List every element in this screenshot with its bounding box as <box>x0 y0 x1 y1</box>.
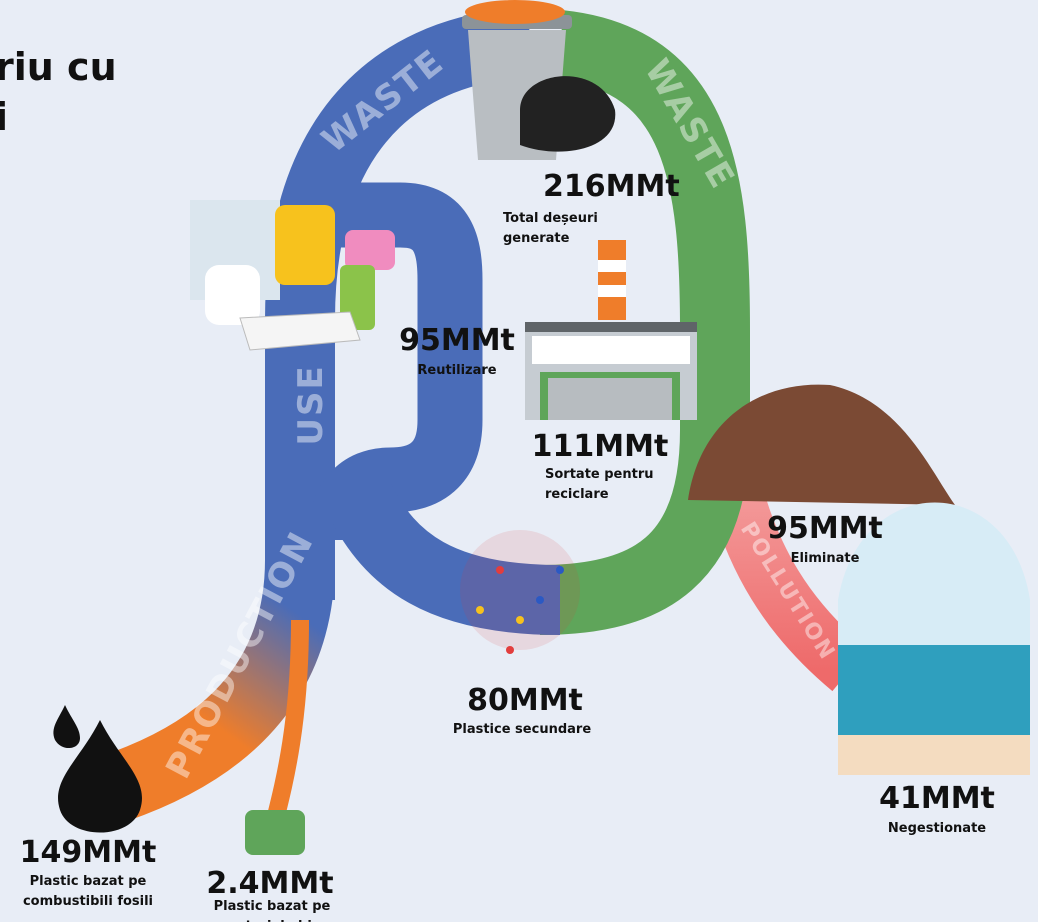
title-line: i <box>0 95 8 139</box>
nodes: 216MMt Total deșeuri generate 95MMt Reutiliz… <box>20 169 995 922</box>
blue-bottom-flow <box>328 483 561 635</box>
production-flow <box>98 559 335 824</box>
green-flow <box>539 10 750 635</box>
node-label: materiale bio <box>223 919 321 922</box>
node-label: Reutilizare <box>417 363 496 378</box>
node-label: Plastic bazat pe <box>30 874 147 889</box>
oil-drops <box>53 705 142 833</box>
title-line: riu cu <box>0 45 117 89</box>
household-items <box>190 200 395 351</box>
bio-flow <box>266 619 309 823</box>
trash-can <box>462 0 616 160</box>
ocean <box>838 502 1030 775</box>
confetti <box>460 530 580 654</box>
node-amount: 149MMt <box>20 835 157 870</box>
node-amount: 95MMt <box>399 323 515 358</box>
flow-label: USE <box>291 364 331 445</box>
node-amount: 80MMt <box>467 683 583 718</box>
node-amount: 2.4MMt <box>206 866 333 901</box>
node-amount: 111MMt <box>532 429 669 464</box>
node-label: Eliminate <box>791 551 860 566</box>
blue-inner-loop <box>307 182 483 542</box>
node-amount: 41MMt <box>879 781 995 816</box>
node-label: Plastic bazat pe <box>214 899 331 914</box>
factory <box>525 240 697 420</box>
node-amount: 216MMt <box>543 169 680 204</box>
landfill <box>688 384 955 505</box>
node-amount: 95MMt <box>767 511 883 546</box>
node-label: Plastice secundare <box>453 722 591 737</box>
node-label: Negestionate <box>888 821 986 836</box>
node-label: Total deșeuri <box>503 211 598 226</box>
node-label: reciclare <box>545 487 609 502</box>
node-label: combustibili fosili <box>23 894 153 909</box>
node-label: Sortate pentru <box>545 467 654 482</box>
node-label: generate <box>503 231 570 246</box>
bio-can <box>245 810 305 855</box>
